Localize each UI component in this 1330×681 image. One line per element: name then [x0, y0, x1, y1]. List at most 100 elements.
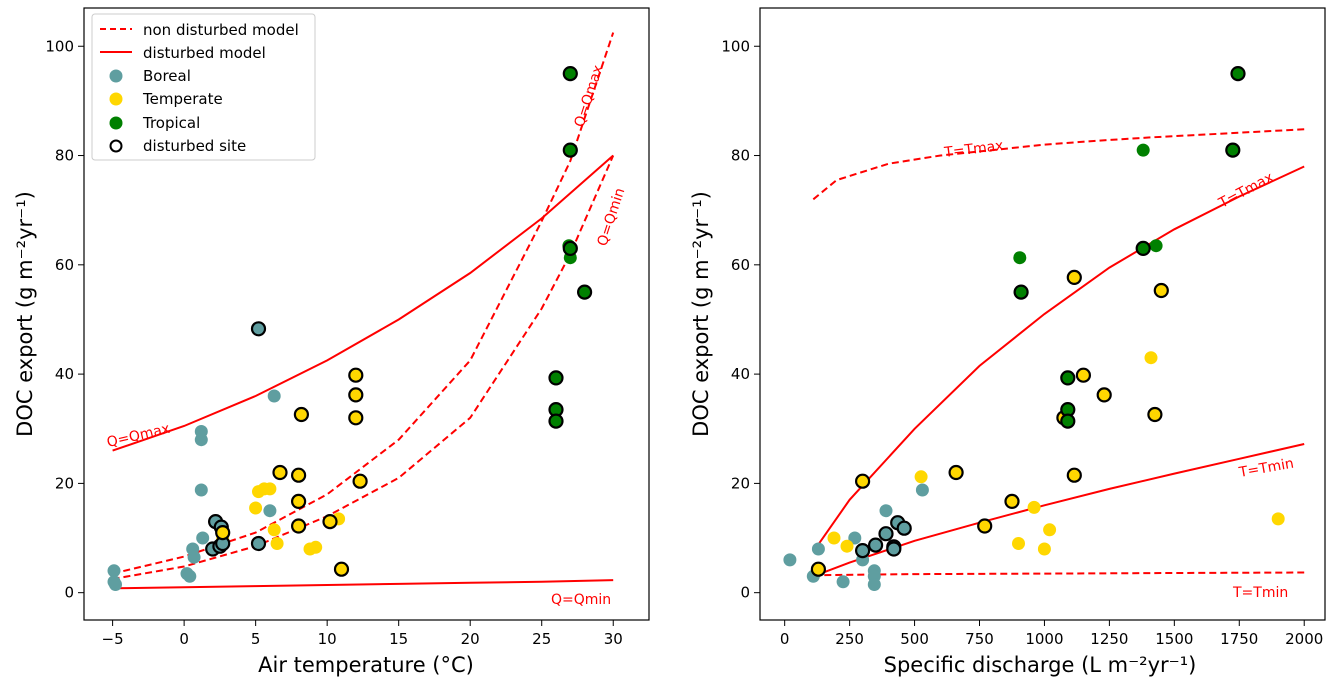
temperature-point-boreal	[194, 483, 208, 497]
temperature-model-curve-disturbed-3	[112, 579, 614, 590]
temperature-point-boreal	[267, 389, 281, 403]
legend-swatch-boreal	[109, 69, 123, 83]
discharge-y-tick-label: 20	[731, 474, 750, 492]
legend-box	[91, 13, 316, 161]
temperature-x-tick-label: 25	[532, 630, 551, 648]
discharge-y-tick-label: 0	[740, 584, 750, 602]
discharge-point-boreal	[879, 504, 893, 518]
temperature-y-axis-title: DOC export (g m⁻²yr⁻¹)	[13, 191, 37, 437]
temperature-model-curve-non-disturbed-0	[112, 32, 615, 575]
temperature-plot-frame	[83, 7, 650, 621]
discharge-x-tick-label: 1500	[1155, 630, 1193, 648]
temperature-point-temperate-disturbed	[348, 367, 364, 383]
temperature-point-boreal-disturbed	[250, 321, 267, 337]
discharge-point-tropical	[1136, 143, 1150, 157]
discharge-x-tick-label: 250	[835, 630, 864, 648]
temperature-point-tropical-disturbed	[548, 370, 564, 386]
discharge-point-tropical	[1013, 251, 1027, 265]
discharge-point-boreal	[848, 531, 862, 545]
curve-label-q-qmin-solid: Q=Qmin	[551, 592, 611, 608]
discharge-point-temperate-disturbed	[1147, 406, 1163, 423]
discharge-x-tick-label: 1750	[1220, 630, 1258, 648]
discharge-point-temperate-disturbed	[1004, 493, 1020, 509]
discharge-point-temperate-disturbed	[948, 464, 964, 481]
discharge-panel: 0 250 500 750 1000 1250 1500 1750 2000 0 20 40 60 80 1…	[689, 7, 1326, 677]
temperature-model-curve-disturbed-2	[112, 154, 614, 452]
temperature-point-boreal	[107, 564, 121, 578]
temperature-point-temperate-disturbed	[272, 464, 288, 481]
legend-label-temperate: Temperate	[142, 90, 223, 108]
curve-label-q-qmax-solid: Q=Qmax	[105, 421, 171, 451]
discharge-point-boreal-disturbed	[867, 537, 884, 553]
temperature-point-temperate	[309, 540, 323, 554]
discharge-point-temperate-disturbed	[977, 518, 993, 534]
discharge-axis-ticks: 0 250 500 750 1000 1250 1500 1750 2000 0 20 40 60 80 1…	[721, 37, 1323, 648]
temperature-point-temperate-disturbed	[348, 410, 364, 426]
legend-label-tropical: Tropical	[142, 114, 200, 132]
temperature-y-tick-label: 80	[55, 147, 74, 165]
discharge-y-tick-label: 80	[731, 147, 750, 165]
discharge-point-temperate	[1012, 537, 1025, 550]
legend-label-disturbed-site: disturbed site	[143, 137, 246, 155]
temperature-x-tick-label: −5	[102, 630, 124, 648]
legend-swatch-disturbed-site	[109, 139, 123, 153]
discharge-point-temperate	[1271, 512, 1285, 526]
temperature-y-tick-label: 60	[55, 256, 74, 274]
discharge-plot-frame	[759, 7, 1326, 621]
discharge-curve-labels: T=Tmax T=Tmax T=Tmin T=Tmin	[943, 138, 1296, 601]
temperature-point-tropical-disturbed	[562, 240, 578, 256]
discharge-point-temperate	[914, 470, 928, 484]
temperature-x-tick-label: 5	[251, 630, 261, 648]
temperature-point-boreal	[194, 433, 208, 447]
discharge-model-curve-non-disturbed-1	[813, 571, 1305, 577]
temperature-point-temperate-disturbed	[293, 406, 309, 423]
discharge-point-temperate	[827, 531, 841, 545]
discharge-point-tropical-disturbed	[1060, 413, 1076, 429]
discharge-point-temperate-disturbed	[1096, 387, 1112, 403]
discharge-point-temperate-disturbed	[1066, 467, 1082, 483]
discharge-x-tick-label: 500	[900, 630, 929, 648]
temperature-x-tick-label: 0	[179, 630, 189, 648]
temperature-point-boreal	[109, 578, 122, 591]
temperature-point-temperate-disturbed	[291, 493, 307, 509]
legend: non disturbed model disturbed model Bore…	[91, 13, 316, 161]
legend-label-disturbed-model: disturbed model	[143, 44, 266, 62]
legend-label-non-disturbed-model: non disturbed model	[143, 21, 299, 39]
discharge-point-boreal-disturbed	[896, 520, 912, 536]
temperature-x-tick-label: 30	[604, 630, 623, 648]
discharge-point-tropical-disturbed	[1225, 142, 1241, 158]
discharge-point-boreal	[811, 542, 825, 556]
discharge-plot-content	[783, 65, 1305, 591]
temperature-point-tropical-disturbed	[562, 65, 578, 82]
discharge-point-temperate	[840, 539, 854, 553]
discharge-point-temperate-disturbed	[1153, 282, 1169, 299]
discharge-x-tick-label: 2000	[1285, 630, 1323, 648]
discharge-point-temperate-disturbed	[1066, 269, 1082, 285]
discharge-model-curve-disturbed-2	[812, 165, 1305, 553]
temperature-point-temperate	[263, 482, 277, 496]
temperature-point-boreal	[263, 504, 277, 518]
discharge-point-boreal	[783, 553, 797, 567]
temperature-y-tick-label: 0	[64, 584, 74, 602]
curve-label-t-tmin-dashed: T=Tmin	[1232, 585, 1288, 601]
temperature-point-tropical-disturbed	[548, 413, 564, 429]
temperature-point-boreal	[196, 531, 210, 545]
temperature-point-temperate-disturbed	[322, 513, 338, 530]
discharge-point-temperate	[1043, 523, 1057, 537]
discharge-x-tick-label: 750	[965, 630, 994, 648]
temperature-point-temperate-disturbed	[333, 561, 350, 577]
temperature-point-temperate	[249, 501, 263, 515]
discharge-y-tick-label: 40	[731, 365, 750, 383]
temperature-point-temperate-disturbed	[348, 387, 364, 403]
temperature-point-boreal	[183, 569, 197, 583]
discharge-y-tick-label: 100	[721, 37, 750, 55]
discharge-point-tropical	[1149, 239, 1163, 253]
legend-swatch-temperate	[109, 92, 123, 106]
temperature-y-tick-label: 100	[45, 37, 74, 55]
discharge-point-tropical-disturbed	[1135, 240, 1151, 256]
temperature-x-tick-label: 10	[318, 630, 337, 648]
temperature-point-temperate-disturbed	[215, 524, 231, 541]
discharge-point-temperate-disturbed	[810, 561, 827, 577]
discharge-x-tick-label: 0	[780, 630, 790, 648]
